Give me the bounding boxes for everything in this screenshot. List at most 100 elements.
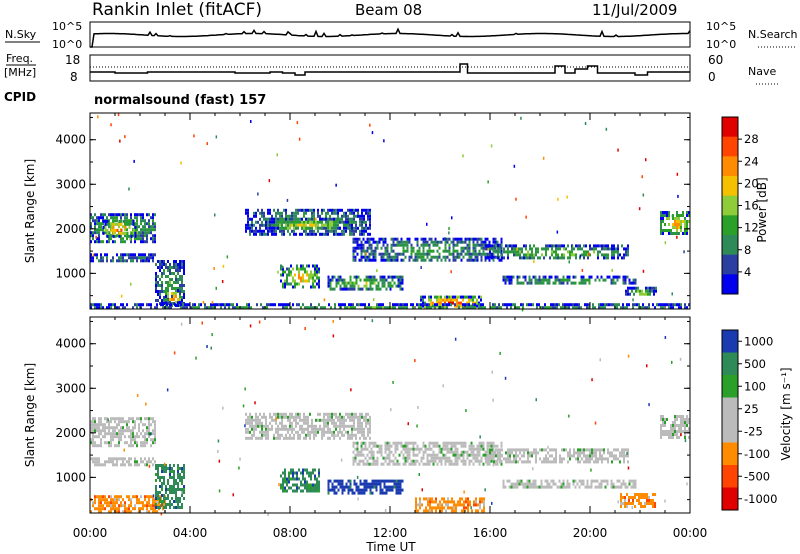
range-gate-cell	[375, 482, 378, 486]
range-gate-cell	[488, 255, 491, 259]
range-gate-cell	[662, 306, 664, 310]
range-gate-cell	[285, 427, 287, 431]
range-gate-cell	[329, 284, 332, 288]
scatter-cell	[254, 401, 256, 405]
range-gate-cell	[416, 243, 419, 247]
range-gate-cell	[323, 217, 325, 221]
range-gate-cell	[100, 420, 102, 424]
range-gate-cell	[354, 447, 357, 451]
range-gate-cell	[638, 493, 640, 496]
range-gate-cell	[323, 208, 325, 212]
range-gate-cell	[416, 303, 418, 307]
range-gate-cell	[249, 436, 251, 440]
range-gate-cell	[660, 226, 662, 229]
range-gate-cell	[198, 306, 200, 310]
scatter-cell	[525, 215, 527, 219]
range-gate-cell	[251, 229, 253, 233]
range-gate-cell	[596, 485, 599, 489]
range-gate-cell	[645, 286, 647, 290]
range-gate-cell	[110, 460, 112, 464]
range-gate-cell	[506, 303, 508, 307]
range-gate-cell	[200, 303, 202, 307]
range-gate-cell	[321, 436, 323, 440]
range-gate-cell	[371, 287, 374, 291]
range-gate-cell	[304, 486, 306, 490]
scatter-cell	[448, 227, 450, 230]
range-gate-cell	[306, 483, 308, 487]
range-gate-cell	[285, 211, 287, 215]
range-gate-cell	[247, 220, 249, 224]
range-gate-cell	[496, 240, 499, 244]
range-gate-cell	[680, 220, 682, 223]
range-gate-cell	[335, 427, 337, 431]
range-gate-cell	[499, 247, 501, 251]
range-gate-cell	[378, 240, 381, 244]
range-gate-cell	[275, 421, 277, 425]
range-gate-cell	[515, 250, 517, 254]
range-gate-cell	[98, 457, 100, 461]
range-gate-cell	[507, 457, 509, 461]
range-gate-cell	[285, 415, 287, 419]
range-gate-cell	[294, 282, 296, 286]
range-gate-cell	[528, 275, 531, 279]
range-gate-cell	[376, 240, 379, 244]
range-gate-cell	[366, 459, 369, 463]
range-gate-cell	[124, 441, 126, 445]
range-gate-cell	[527, 451, 529, 455]
range-gate-cell	[177, 278, 179, 281]
range-gate-cell	[512, 482, 515, 486]
range-gate-cell	[104, 426, 106, 430]
range-gate-cell	[472, 295, 474, 299]
scatter-cell	[128, 187, 130, 191]
range-gate-cell	[106, 231, 109, 235]
range-gate-cell	[492, 444, 495, 448]
range-gate-cell	[562, 275, 565, 279]
range-gate-cell	[609, 454, 611, 458]
range-gate-cell	[144, 253, 146, 257]
range-gate-cell	[578, 281, 581, 285]
range-gate-cell	[391, 479, 394, 483]
range-gate-cell	[492, 246, 495, 250]
range-gate-cell	[106, 504, 108, 508]
range-gate-cell	[307, 232, 309, 236]
range-gate-cell	[279, 214, 281, 218]
scatter-cell	[677, 194, 679, 198]
range-gate-cell	[333, 229, 335, 233]
range-gate-cell	[108, 457, 110, 461]
range-gate-cell	[360, 450, 363, 454]
range-gate-cell	[676, 214, 678, 217]
range-gate-cell	[363, 482, 366, 486]
range-gate-cell	[611, 247, 613, 251]
range-gate-cell	[179, 506, 181, 509]
range-gate-cell	[426, 306, 428, 310]
range-gate-cell	[144, 457, 146, 461]
scatter-cell	[465, 409, 467, 413]
range-gate-cell	[384, 441, 387, 445]
range-gate-cell	[610, 303, 612, 307]
range-gate-cell	[300, 306, 302, 310]
range-gate-cell	[297, 421, 299, 425]
range-gate-cell	[439, 506, 441, 510]
range-gate-cell	[100, 228, 102, 232]
range-gate-cell	[157, 281, 159, 284]
range-gate-cell	[492, 252, 495, 256]
range-gate-cell	[560, 482, 563, 486]
range-gate-cell	[134, 438, 136, 442]
range-gate-cell	[148, 504, 150, 508]
range-gate-cell	[626, 502, 628, 505]
range-gate-cell	[116, 213, 118, 217]
range-gate-cell	[281, 427, 283, 431]
range-gate-cell	[467, 503, 469, 507]
range-gate-cell	[136, 306, 138, 310]
range-gate-cell	[313, 433, 315, 437]
range-gate-cell	[448, 450, 451, 454]
range-gate-cell	[359, 421, 361, 425]
range-gate-cell	[353, 232, 355, 236]
range-gate-cell	[450, 240, 453, 244]
range-gate-cell	[550, 306, 552, 310]
range-gate-cell	[130, 498, 132, 502]
scatter-cell	[119, 139, 121, 143]
scatter-cell	[664, 241, 667, 245]
range-gate-cell	[416, 459, 419, 463]
range-gate-cell	[118, 441, 120, 445]
